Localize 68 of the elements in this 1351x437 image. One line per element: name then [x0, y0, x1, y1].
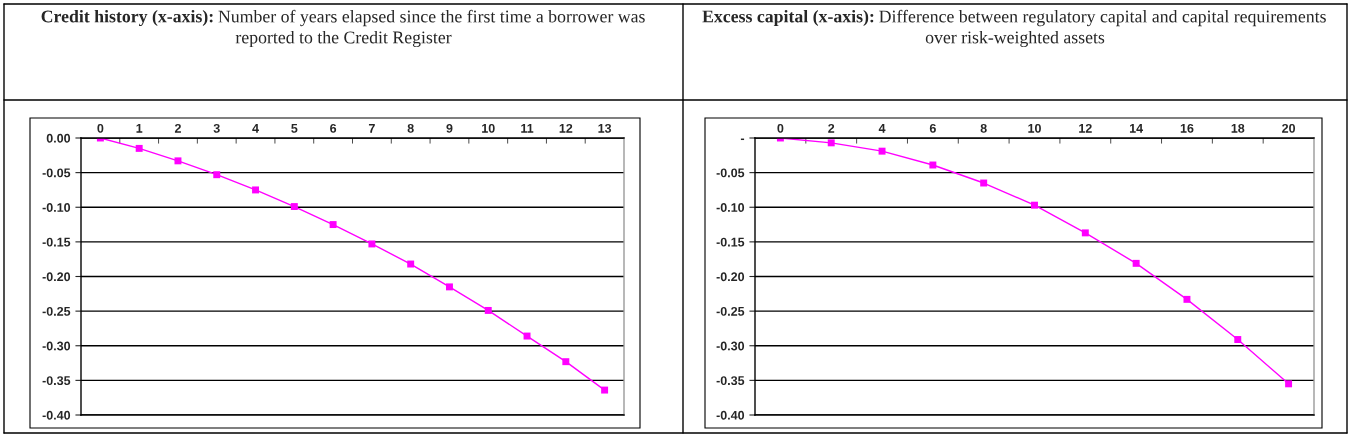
chart-subtitle: Number of years elapsed since the first time a borrower was reported to the Credit Register — [218, 9, 645, 48]
point — [562, 358, 570, 366]
y-tick-label: -0.10 — [716, 203, 745, 212]
point — [213, 171, 221, 179]
point — [329, 221, 337, 229]
point — [878, 147, 886, 155]
x-tick-label: 20 — [1282, 123, 1296, 133]
y-tick-label: -0.35 — [42, 376, 71, 386]
point — [1183, 295, 1191, 303]
point — [252, 186, 260, 194]
y-tick-label: -0.25 — [716, 306, 745, 316]
point — [484, 306, 492, 314]
point — [368, 240, 376, 248]
point — [1234, 336, 1242, 343]
x-tick-label: 18 — [1231, 123, 1245, 133]
y-tick-label: -0.15 — [42, 237, 71, 247]
x-tick-label: 1 — [136, 124, 143, 133]
x-tick-label: 0 — [97, 123, 104, 133]
y-tick-label: -0.05 — [42, 168, 71, 178]
x-tick-label: 8 — [980, 123, 987, 133]
x-tick-label: 10 — [482, 123, 495, 133]
y-tick-label: -0.05 — [716, 168, 745, 178]
point — [1132, 259, 1140, 267]
y-tick-label: -0.15 — [716, 237, 745, 247]
y-tick-label: -0.25 — [42, 306, 71, 316]
x-tick-label: 9 — [446, 123, 453, 133]
x-tick-label: 2 — [174, 123, 181, 133]
y-tick-label: 0.00 — [46, 133, 71, 143]
x-tick-label: 3 — [213, 123, 220, 133]
point — [1081, 229, 1089, 237]
y-tick-label: -0.30 — [42, 341, 71, 351]
x-tick-label: 12 — [1079, 123, 1092, 133]
x-tick-label: 14 — [1129, 124, 1144, 133]
y-tick-label: -0.20 — [42, 272, 71, 282]
y-tick-label: -0.40 — [716, 410, 745, 420]
x-tick-label: 4 — [878, 124, 886, 133]
x-tick-label: 4 — [252, 124, 259, 133]
y-tick-label: -0.35 — [716, 376, 745, 386]
point — [407, 260, 415, 268]
y-tick-label: -0.30 — [716, 341, 745, 351]
chart-title: Excess capital (x-axis): — [702, 9, 874, 27]
x-tick-label: 6 — [330, 123, 337, 133]
y-tick-label: -0.40 — [42, 410, 71, 420]
point — [827, 139, 835, 147]
point — [523, 332, 531, 340]
chart-subtitle: Difference between regulatory capital and capital requirements over risk-weighted assets — [879, 9, 1326, 48]
y-tick-label: - — [740, 138, 745, 141]
point — [1031, 201, 1038, 209]
x-tick-label: 7 — [368, 124, 375, 133]
point — [445, 283, 453, 291]
x-tick-label: 5 — [291, 124, 298, 133]
x-tick-label: 2 — [828, 123, 835, 133]
x-tick-label: 13 — [598, 123, 612, 133]
point — [290, 203, 298, 211]
x-tick-label: 8 — [407, 123, 414, 133]
x-tick-label: 11 — [521, 124, 534, 133]
x-tick-label: 6 — [929, 123, 936, 133]
x-tick-label: 10 — [1028, 123, 1041, 133]
chart-title: Credit history (x-axis): — [41, 9, 213, 27]
point — [601, 386, 609, 394]
point — [135, 144, 143, 152]
x-tick-label: 16 — [1180, 123, 1194, 133]
x-tick-label: 0 — [777, 123, 784, 133]
point — [174, 157, 182, 165]
y-tick-label: -0.10 — [42, 203, 71, 212]
point — [1285, 380, 1293, 388]
x-tick-label: 12 — [559, 123, 573, 133]
y-tick-label: -0.20 — [716, 272, 745, 282]
